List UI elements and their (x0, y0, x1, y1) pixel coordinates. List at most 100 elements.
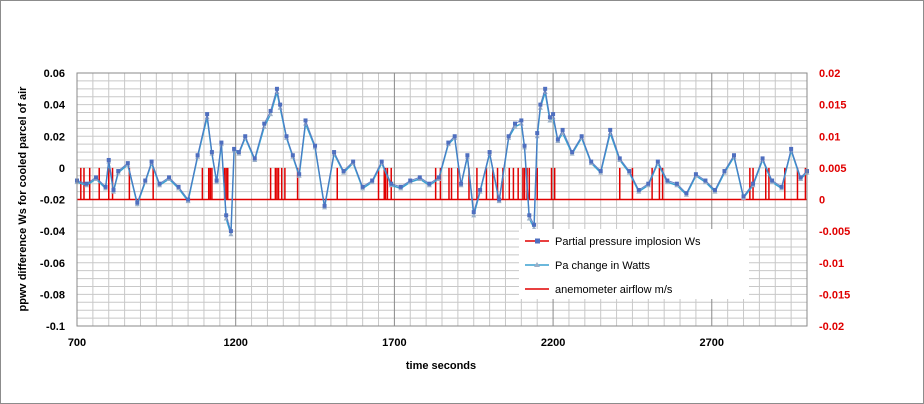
y2-tick-label: 0.005 (819, 163, 847, 175)
legend-item: anemometer airflow m/s (525, 284, 673, 296)
partial-pressure-point (555, 137, 560, 142)
partial-pressure-point (209, 150, 214, 155)
y-tick-label: -0.08 (40, 289, 65, 301)
partial-pressure-point (608, 127, 613, 132)
legend-label: Partial pressure implosion Ws (555, 236, 701, 248)
x-axis-title: time seconds (406, 360, 476, 372)
partial-pressure-point (598, 169, 603, 174)
x-tick-label: 1200 (223, 337, 247, 349)
legend-item: Pa change in Watts (525, 260, 650, 272)
partial-pressure-point (268, 108, 273, 113)
legend-item: Partial pressure implosion Ws (525, 236, 701, 248)
partial-pressure-point (779, 184, 784, 189)
partial-pressure-point (703, 178, 708, 183)
partial-pressure-point (297, 172, 302, 177)
partial-pressure-point (243, 134, 248, 139)
partial-pressure-point (513, 121, 517, 126)
partial-pressure-point (262, 121, 267, 126)
legend: Partial pressure implosion Ws Pa change i… (519, 229, 749, 299)
partial-pressure-point (760, 156, 765, 161)
partial-pressure-point (636, 188, 641, 193)
series-anemometer (77, 167, 807, 201)
y-tick-label: -0.04 (40, 226, 66, 238)
x-tick-label: 700 (68, 337, 86, 349)
pa-change-point (268, 111, 274, 117)
partial-pressure-point (322, 203, 327, 208)
x-tick-label: 1700 (382, 337, 406, 349)
partial-pressure-point (722, 169, 727, 174)
y2-tick-label: -0.02 (819, 321, 844, 333)
partial-pressure-point (379, 159, 384, 164)
partial-pressure-point (103, 184, 108, 189)
pa-change-point (471, 212, 477, 218)
partial-pressure-point (111, 188, 116, 193)
partial-pressure-point (167, 175, 172, 180)
partial-pressure-point (617, 156, 622, 161)
partial-pressure-point (351, 159, 356, 164)
partial-pressure-point (228, 229, 233, 234)
y-tick-label: -0.1 (46, 321, 65, 333)
legend-triangle-marker (534, 262, 540, 267)
y-tick-label: 0.06 (44, 68, 65, 80)
series-partial-pressure (75, 86, 809, 234)
partial-pressure-point (519, 118, 524, 123)
partial-pressure-point (389, 181, 394, 186)
partial-pressure-point (195, 153, 200, 158)
partial-pressure-point (360, 184, 365, 189)
partial-pressure-point (186, 197, 191, 202)
y-tick-label: 0.04 (44, 100, 66, 112)
pa-change-point (547, 117, 553, 123)
partial-pressure-point (506, 134, 511, 139)
partial-pressure-point (452, 134, 457, 139)
partial-pressure-point (232, 146, 237, 151)
partial-pressure-point (214, 178, 219, 183)
partial-pressure-point (535, 131, 540, 136)
partial-pressure-point (627, 169, 632, 174)
pa-change-point (531, 225, 537, 230)
y-tick-label: 0.02 (44, 131, 65, 143)
y2-tick-label: -0.015 (819, 289, 850, 301)
partial-pressure-point (684, 191, 689, 196)
partial-pressure-point (143, 178, 148, 183)
partial-pressure-point (436, 175, 441, 180)
partial-pressure-point (236, 150, 241, 155)
legend-square-marker (535, 238, 540, 244)
partial-pressure-point (94, 175, 99, 180)
partial-pressure-point (149, 159, 154, 164)
partial-pressure-point (655, 159, 660, 164)
partial-pressure-point (665, 178, 670, 183)
partial-pressure-point (290, 153, 295, 158)
partial-pressure-point (205, 112, 210, 117)
y2-tick-label: 0.01 (819, 131, 840, 143)
partial-pressure-point (570, 150, 575, 155)
partial-pressure-point (560, 127, 565, 132)
x-tick-label: 2200 (541, 337, 565, 349)
partial-pressure-point (693, 172, 698, 177)
partial-pressure-point (646, 181, 651, 186)
partial-pressure-point (370, 178, 375, 183)
y2-tick-label: 0.02 (819, 68, 840, 80)
y-axis-title: ppwv difference Ws for cooled parcel of … (17, 86, 29, 312)
partial-pressure-point (106, 157, 111, 162)
partial-pressure-point (732, 153, 736, 158)
plot-border (76, 72, 808, 327)
legend-label: anemometer airflow m/s (555, 284, 673, 296)
partial-pressure-point (459, 181, 464, 186)
partial-pressure-point (84, 181, 89, 186)
axes: -0.1 -0.08 -0.06 -0.04 -0.02 0 0.02 0.04 0.06 -0.… (40, 68, 850, 349)
y-tick-label: -0.02 (40, 195, 65, 207)
partial-pressure-point (332, 150, 337, 155)
partial-pressure-point (219, 140, 224, 145)
legend-box (519, 229, 749, 299)
y2-tick-label: -0.005 (819, 226, 850, 238)
x-tick-label: 2700 (700, 337, 724, 349)
pa-change-point (526, 215, 532, 221)
partial-pressure-point (547, 115, 552, 120)
partial-pressure-point (538, 102, 543, 107)
partial-pressure-point (712, 188, 717, 193)
partial-pressure-point (487, 150, 492, 155)
partial-pressure-point (341, 169, 346, 174)
partial-pressure-point (157, 181, 162, 186)
partial-pressure-point (770, 178, 775, 183)
